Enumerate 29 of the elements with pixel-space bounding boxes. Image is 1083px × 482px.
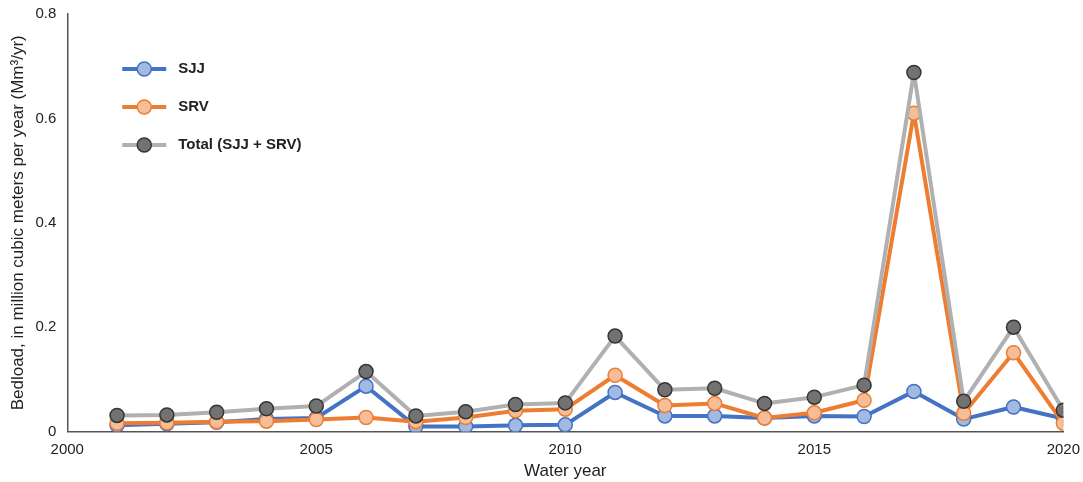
y-axis-title: Bedload, in million cubic meters per year (Mm³/yr) xyxy=(7,35,27,411)
y-tick-label: 0.4 xyxy=(35,212,57,230)
x-tick-label: 2010 xyxy=(548,439,582,457)
point xyxy=(607,384,623,401)
point xyxy=(607,367,623,383)
point xyxy=(1005,345,1022,361)
x-tick-label: 2005 xyxy=(299,439,333,457)
point xyxy=(706,395,723,412)
point xyxy=(358,378,374,394)
y-tick-label: 0.8 xyxy=(35,4,57,22)
point xyxy=(507,417,524,432)
point xyxy=(856,408,872,425)
point xyxy=(358,409,374,426)
legend-label: SJJ xyxy=(178,59,205,77)
x-tick-label: 2020 xyxy=(1046,439,1080,457)
y-tick-label: 0.6 xyxy=(35,108,57,126)
point xyxy=(657,397,673,414)
x-tick-label: 2000 xyxy=(50,439,84,457)
point xyxy=(706,408,723,424)
x-tick-label: 2015 xyxy=(797,439,831,457)
x-axis-title: Water year xyxy=(524,461,607,481)
legend-label: SRV xyxy=(178,97,209,115)
legend-label: Total (SJJ + SRV) xyxy=(178,135,302,153)
y-tick-label: 0.2 xyxy=(35,317,57,335)
point xyxy=(557,417,574,432)
point xyxy=(856,392,872,409)
point xyxy=(1005,399,1022,415)
y-tick-label: 0 xyxy=(47,421,57,439)
point xyxy=(906,383,922,400)
